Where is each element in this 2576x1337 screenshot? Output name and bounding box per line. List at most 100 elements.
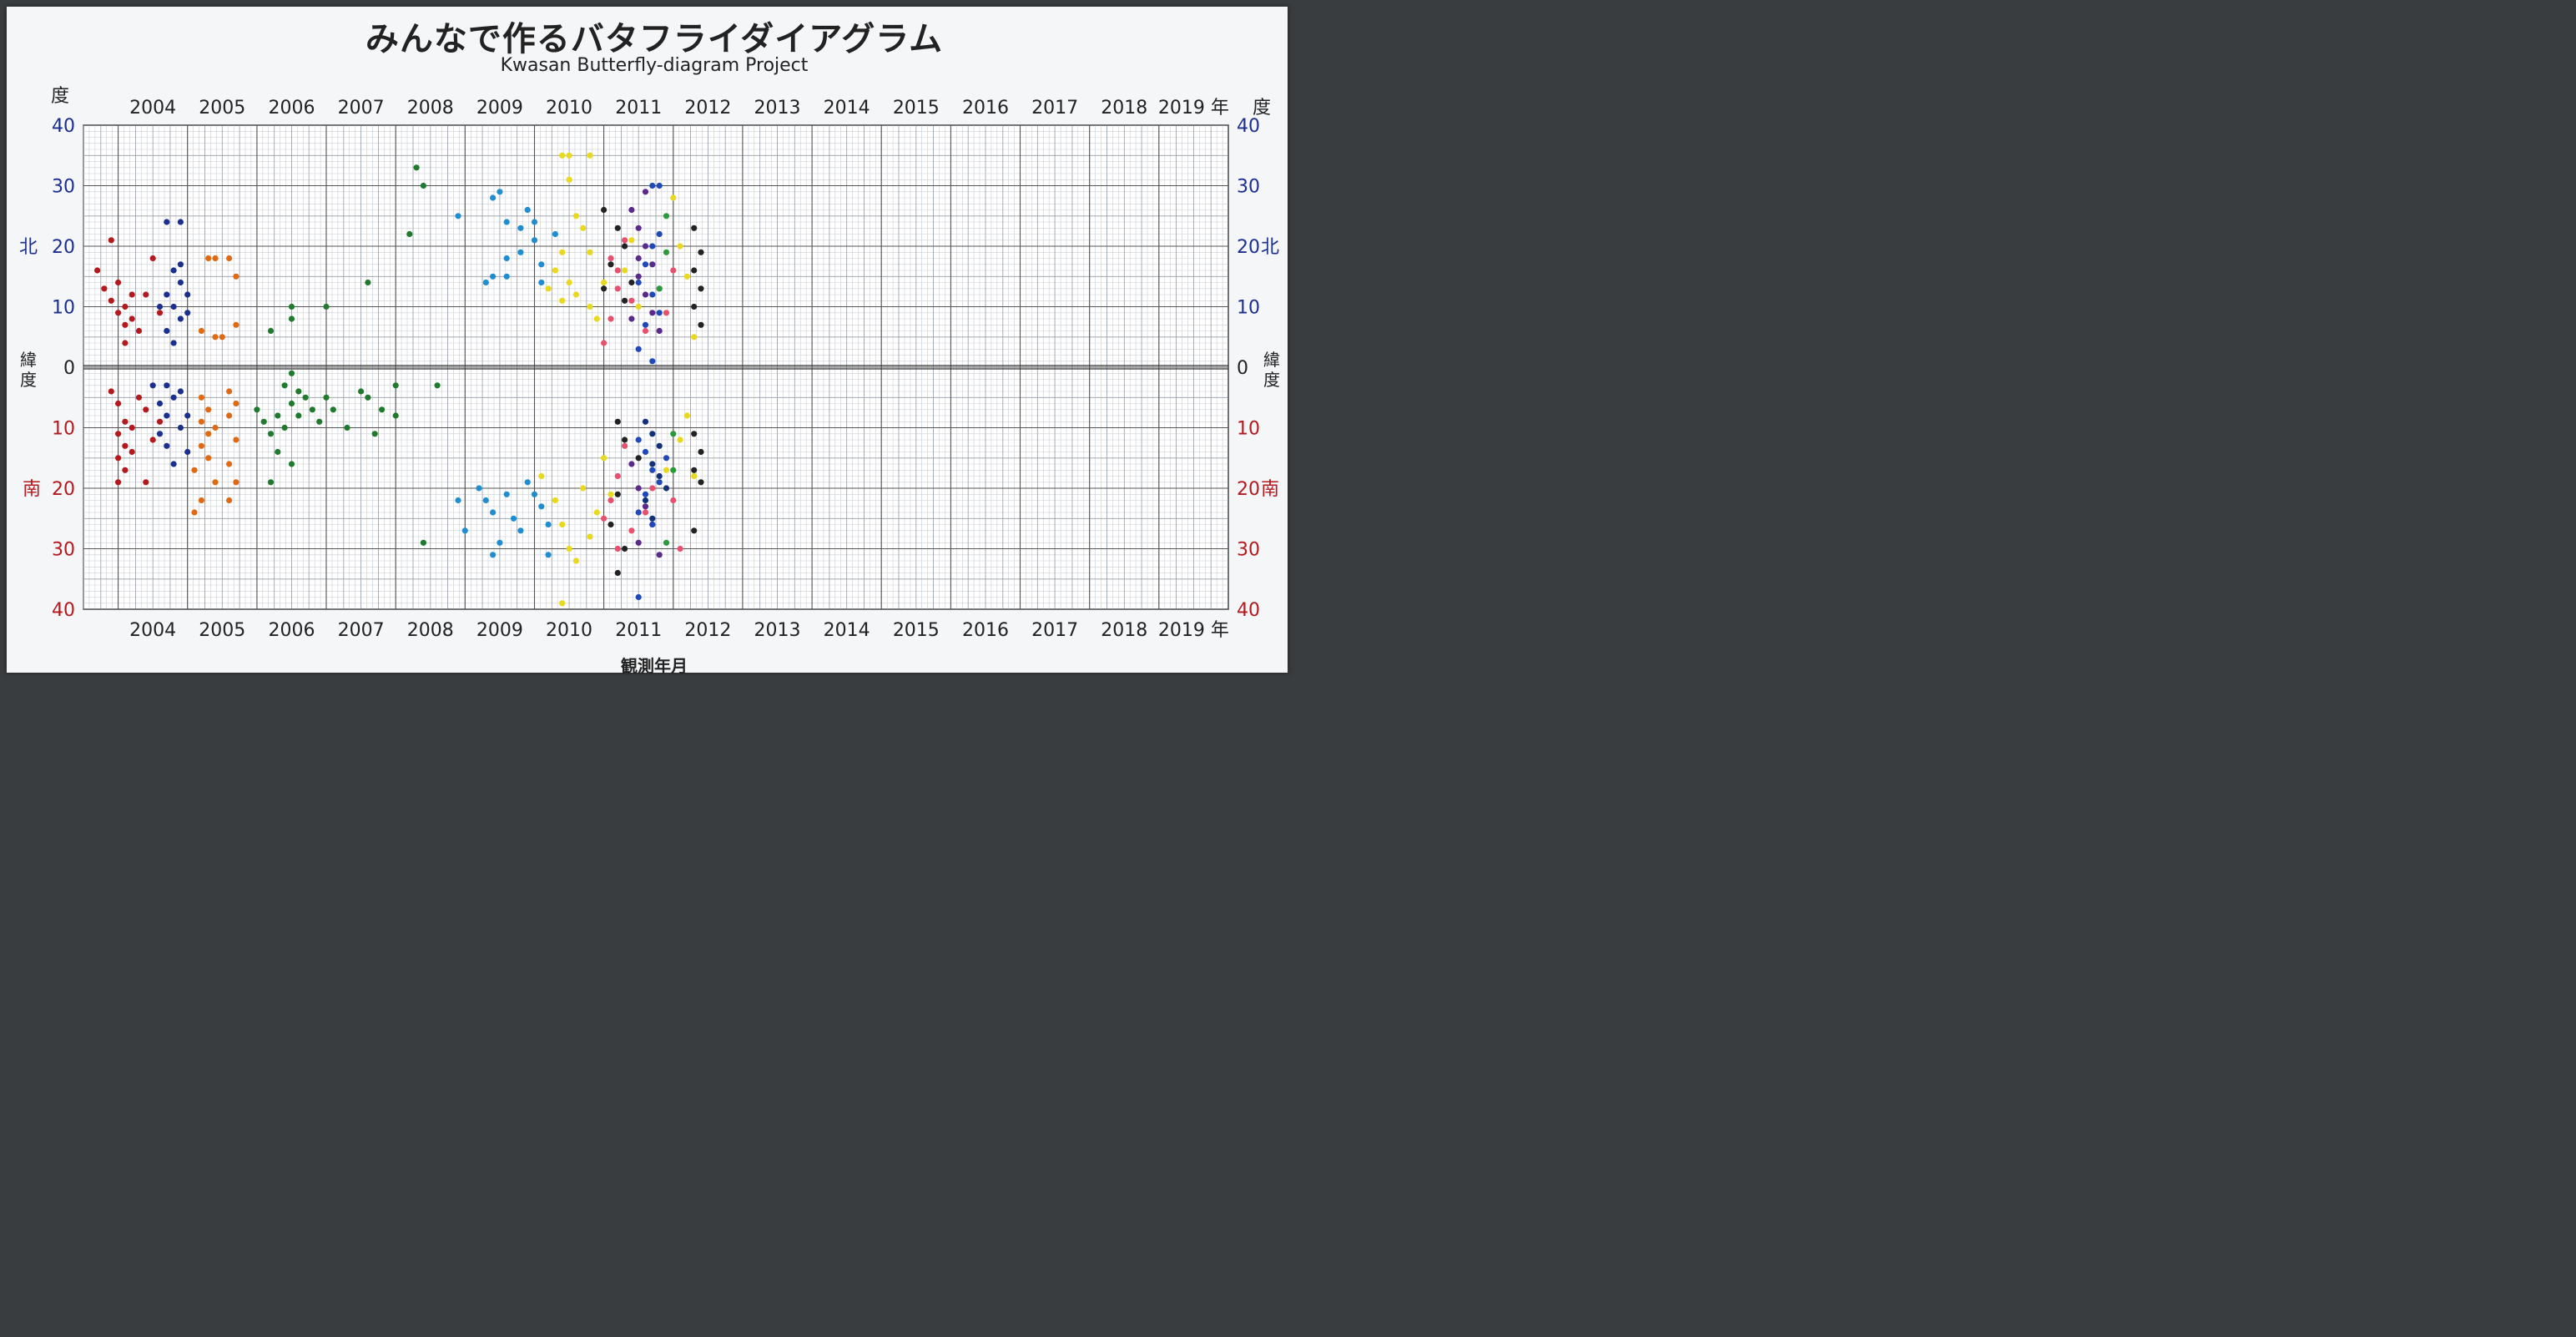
y-tick-label-left: 0 (63, 358, 75, 379)
sunspot-point (122, 340, 129, 346)
sunspot-point (628, 315, 635, 322)
sunspot-point (302, 394, 309, 401)
sunspot-point (572, 558, 580, 564)
sunspot-point (143, 291, 149, 298)
sunspot-point (365, 279, 371, 286)
sunspot-point (406, 230, 413, 238)
sunspot-point (614, 491, 621, 497)
sunspot-point (642, 261, 649, 268)
sunspot-point (691, 225, 698, 231)
sunspot-point (371, 431, 378, 437)
sunspot-point (108, 388, 114, 395)
sunspot-point (156, 431, 164, 437)
x-tick-label-bottom: 2012 (684, 620, 731, 641)
sunspot-point (642, 327, 649, 335)
sunspot-point (663, 485, 670, 492)
x-tick-label-bottom: 2009 (476, 620, 523, 641)
sunspot-point (420, 539, 426, 546)
sunspot-point (566, 545, 572, 552)
sunspot-point (614, 267, 621, 274)
x-tick-label-top: 2004 (129, 98, 176, 119)
sunspot-point (656, 230, 663, 238)
y-tick-label-right: 10 (1237, 419, 1260, 440)
sunspot-point (642, 291, 649, 298)
y-tick-label-right: 30 (1237, 540, 1260, 561)
sunspot-point (191, 509, 198, 516)
sunspot-point (663, 539, 670, 546)
sunspot-point (566, 279, 572, 286)
sunspot-point (628, 279, 635, 286)
sunspot-point (649, 261, 656, 268)
sunspot-point (281, 382, 288, 389)
sunspot-point (663, 467, 670, 473)
sunspot-point (649, 291, 656, 298)
sunspot-point (149, 436, 156, 443)
sunspot-point (170, 303, 177, 310)
sunspot-point (156, 310, 164, 316)
sunspot-point (683, 412, 691, 419)
sunspot-point (635, 455, 642, 462)
y-tick-label-left: 30 (52, 177, 75, 198)
sunspot-point (552, 497, 559, 504)
x-tick-label-bottom: 2019 年 (1158, 620, 1229, 641)
sunspot-point (115, 310, 122, 316)
sunspot-point (587, 152, 593, 159)
sunspot-point (566, 176, 572, 183)
sunspot-point (663, 310, 670, 316)
sunspot-point (413, 164, 420, 171)
sunspot-point (198, 418, 204, 425)
x-tick-label-top: 2009 (476, 98, 523, 119)
sunspot-point (476, 485, 482, 492)
sunspot-point (601, 279, 607, 286)
sunspot-point (156, 303, 164, 310)
sunspot-point (212, 479, 219, 486)
sunspot-point (545, 285, 552, 292)
x-tick-label-top: 2017 (1031, 98, 1078, 119)
sunspot-point (601, 340, 607, 346)
sunspot-point (226, 461, 233, 467)
sunspot-point (656, 310, 663, 316)
sunspot-point (143, 406, 149, 413)
sunspot-point (642, 321, 649, 328)
sunspot-point (379, 406, 386, 413)
x-tick-label-top: 2012 (684, 98, 731, 119)
x-tick-label-bottom: 2005 (199, 620, 245, 641)
sunspot-point (184, 291, 191, 298)
sunspot-point (288, 315, 295, 322)
sunspot-point (649, 431, 656, 437)
sunspot-point (628, 461, 635, 467)
x-tick-label-bottom: 2018 (1101, 620, 1147, 641)
sunspot-point (607, 521, 614, 528)
sunspot-point (649, 521, 656, 528)
sunspot-point (177, 279, 184, 286)
x-tick-label-bottom: 2013 (754, 620, 801, 641)
sunspot-point (649, 485, 656, 492)
y-tick-label-right: 40 (1237, 600, 1260, 621)
x-tick-label-top: 2019 年 (1158, 98, 1229, 119)
sunspot-point (164, 412, 170, 419)
sunspot-point (670, 431, 677, 437)
sunspot-point (323, 303, 330, 310)
sunspot-point (295, 388, 302, 395)
sunspot-point (358, 388, 365, 395)
sunspot-point (642, 448, 649, 456)
sunspot-point (545, 552, 552, 558)
x-tick-label-top: 2011 (615, 98, 662, 119)
sunspot-point (642, 491, 649, 497)
sunspot-point (607, 491, 614, 497)
sunspot-point (531, 219, 538, 225)
sunspot-point (205, 406, 212, 413)
sunspot-point (656, 285, 663, 292)
sunspot-point (184, 448, 191, 456)
sunspot-point (622, 436, 628, 443)
sunspot-point (517, 249, 524, 255)
sunspot-point (517, 225, 524, 231)
sunspot-point (129, 448, 135, 456)
sunspot-point (455, 213, 461, 219)
sunspot-point (677, 243, 683, 250)
sunspot-point (108, 237, 114, 244)
sunspot-point (135, 327, 143, 335)
sunspot-point (622, 442, 628, 449)
north-label-left: 北 (19, 237, 38, 258)
sunspot-point (698, 479, 704, 486)
